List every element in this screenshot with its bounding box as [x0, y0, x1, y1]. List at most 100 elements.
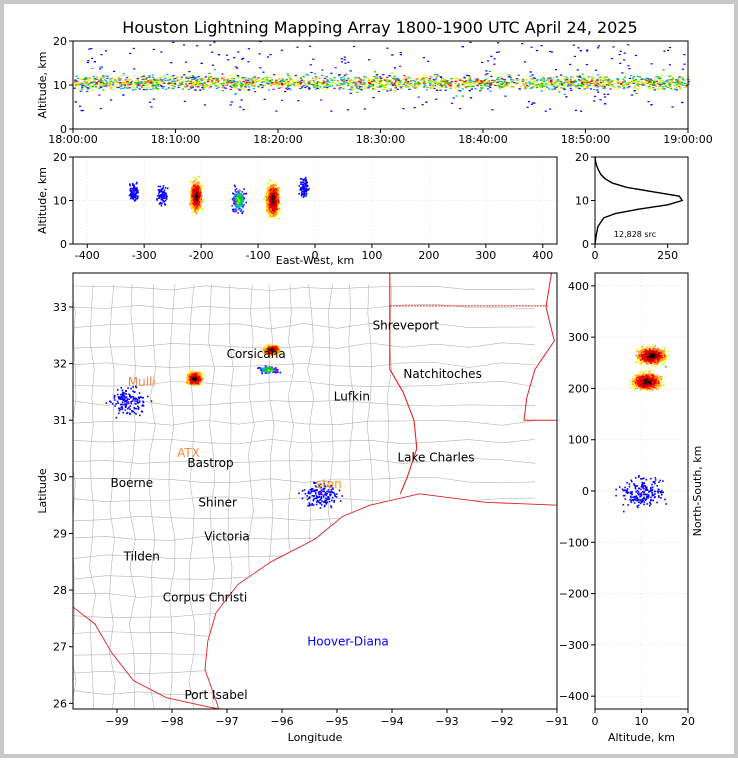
- source-point: [355, 83, 357, 84]
- source-point: [590, 88, 592, 89]
- source-point: [657, 82, 659, 83]
- source-point: [191, 206, 193, 208]
- source-point: [470, 81, 472, 82]
- source-point: [566, 81, 568, 82]
- source-point: [215, 78, 217, 79]
- source-point: [254, 82, 256, 83]
- source-point: [126, 88, 128, 89]
- source-point: [496, 52, 498, 53]
- source-point: [374, 71, 376, 72]
- source-point: [205, 76, 207, 77]
- source-point: [262, 85, 264, 86]
- source-point: [555, 79, 557, 80]
- source-point: [549, 77, 551, 78]
- source-point: [488, 86, 490, 87]
- source-point: [274, 213, 276, 215]
- x-tick-label: 19:00:00: [663, 133, 712, 146]
- source-point: [271, 189, 273, 191]
- source-point: [371, 81, 373, 82]
- source-point: [399, 82, 401, 83]
- source-point: [355, 86, 357, 87]
- source-point: [273, 192, 275, 194]
- source-point: [331, 80, 333, 81]
- source-point: [165, 200, 167, 202]
- source-point: [593, 80, 595, 81]
- source-point: [403, 84, 405, 85]
- source-point: [402, 108, 404, 109]
- source-point: [583, 75, 585, 76]
- source-point: [671, 80, 673, 81]
- source-point: [249, 82, 251, 83]
- source-point: [416, 78, 418, 79]
- source-point: [405, 80, 407, 81]
- source-point: [159, 203, 161, 205]
- source-point: [223, 79, 225, 80]
- source-point: [93, 76, 95, 77]
- source-point: [362, 80, 364, 81]
- source-point: [172, 85, 174, 86]
- source-point: [222, 87, 224, 88]
- source-point: [279, 218, 281, 220]
- source-point: [217, 78, 219, 79]
- source-point: [274, 203, 276, 205]
- source-point: [267, 183, 269, 185]
- source-point: [137, 198, 139, 200]
- source-point: [83, 81, 85, 82]
- source-point: [604, 78, 606, 79]
- source-point: [181, 81, 183, 82]
- source-point: [233, 198, 235, 200]
- source-point: [87, 78, 89, 79]
- source-point: [604, 86, 606, 87]
- source-point: [480, 85, 482, 86]
- source-point: [353, 46, 355, 47]
- source-point: [198, 206, 200, 208]
- source-point: [639, 76, 641, 77]
- source-point: [497, 42, 499, 43]
- source-point: [563, 84, 565, 85]
- source-point: [641, 78, 643, 79]
- source-point: [289, 89, 291, 90]
- source-point: [176, 77, 178, 78]
- source-point: [275, 217, 277, 219]
- source-point: [342, 79, 344, 80]
- source-point: [610, 84, 612, 85]
- source-point: [658, 78, 660, 79]
- source-point: [295, 85, 297, 86]
- source-point: [606, 83, 608, 84]
- source-point: [609, 82, 611, 83]
- source-point: [163, 75, 165, 76]
- source-point: [333, 77, 335, 78]
- source-point: [286, 79, 288, 80]
- source-point: [314, 73, 316, 74]
- source-point: [90, 48, 92, 49]
- source-point: [118, 80, 120, 81]
- source-point: [193, 186, 195, 188]
- source-point: [194, 78, 196, 79]
- source-point: [303, 184, 305, 186]
- source-point: [525, 83, 527, 84]
- source-point: [599, 99, 601, 100]
- source-point: [345, 74, 347, 75]
- source-point: [554, 89, 556, 90]
- source-point: [620, 51, 622, 52]
- source-point: [547, 78, 549, 79]
- source-point: [211, 52, 213, 53]
- source-point: [408, 77, 410, 78]
- source-point: [133, 193, 135, 195]
- source-point: [340, 79, 342, 80]
- source-point: [74, 88, 76, 89]
- source-point: [475, 78, 477, 79]
- source-point: [528, 81, 530, 82]
- source-point: [277, 200, 279, 202]
- source-point: [260, 80, 262, 81]
- source-point: [542, 85, 544, 86]
- source-point: [282, 86, 284, 87]
- source-point: [663, 51, 665, 52]
- source-point: [659, 85, 661, 86]
- source-point: [196, 183, 198, 185]
- source-point: [203, 87, 205, 88]
- source-point: [405, 81, 407, 82]
- source-point: [512, 86, 514, 87]
- source-point: [201, 87, 203, 88]
- source-point: [368, 78, 370, 79]
